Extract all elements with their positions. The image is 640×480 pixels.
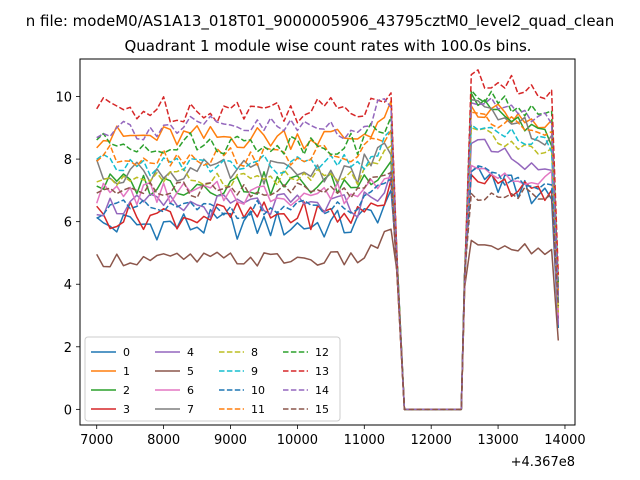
legend-label-13: 13 <box>315 365 329 378</box>
y-tick-label: 10 <box>55 91 72 106</box>
plot-area <box>79 58 576 426</box>
series-line-13 <box>96 69 560 411</box>
x-tick-label: 13000 <box>477 433 518 448</box>
series-line-8 <box>96 127 560 411</box>
y-tick-label: 6 <box>64 216 72 231</box>
y-axis: 0 2 4 6 8 10 <box>55 91 80 418</box>
y-tick-label: 4 <box>64 278 72 293</box>
series-line-0 <box>96 166 560 411</box>
y-tick-label: 8 <box>64 153 72 168</box>
legend-label-15: 15 <box>315 403 329 416</box>
legend-label-3: 3 <box>123 403 130 416</box>
series-line-5 <box>96 228 560 411</box>
series-line-4 <box>96 138 560 411</box>
legend-label-10: 10 <box>251 384 265 397</box>
series-line-11 <box>96 111 560 411</box>
axes-frame <box>79 58 576 426</box>
x-tick-label: 11000 <box>344 433 385 448</box>
figure-suptitle: n file: modeM0/AS1A13_018T01_9000005906_… <box>26 12 615 31</box>
legend-label-8: 8 <box>251 346 258 359</box>
y-tick-label: 0 <box>64 403 72 418</box>
series-line-7 <box>95 98 560 411</box>
legend-label-9: 9 <box>251 365 258 378</box>
legend-label-7: 7 <box>187 403 194 416</box>
legend-label-6: 6 <box>187 384 194 397</box>
x-tick-label: 14000 <box>544 433 585 448</box>
x-tick-label: 7000 <box>80 433 113 448</box>
x-tick-label: 10000 <box>277 433 318 448</box>
legend-label-5: 5 <box>187 365 194 378</box>
legend-label-2: 2 <box>123 384 130 397</box>
legend-box <box>84 336 341 422</box>
legend-label-12: 12 <box>315 346 329 359</box>
series-line-6 <box>95 164 560 411</box>
x-tick-label: 12000 <box>411 433 452 448</box>
y-tick-label: 2 <box>64 341 72 356</box>
x-offset-label: +4.367e8 <box>511 455 575 470</box>
chart-title: Quadrant 1 module wise count rates with … <box>124 37 531 55</box>
x-tick-label: 9000 <box>214 433 247 448</box>
x-tick-label: 8000 <box>147 433 180 448</box>
series-line-1 <box>96 100 560 411</box>
series-line-15 <box>96 171 560 411</box>
legend-label-14: 14 <box>315 384 329 397</box>
series-line-10 <box>96 165 560 411</box>
x-axis: 7000 8000 9000 10000 11000 12000 13000 14000 <box>80 425 586 448</box>
legend-label-0: 0 <box>123 346 130 359</box>
series-line-12 <box>96 89 560 411</box>
legend-label-1: 1 <box>123 365 130 378</box>
series-line-14 <box>96 97 560 411</box>
legend-label-11: 11 <box>251 403 265 416</box>
series-group <box>95 69 560 411</box>
legend-label-4: 4 <box>187 346 194 359</box>
